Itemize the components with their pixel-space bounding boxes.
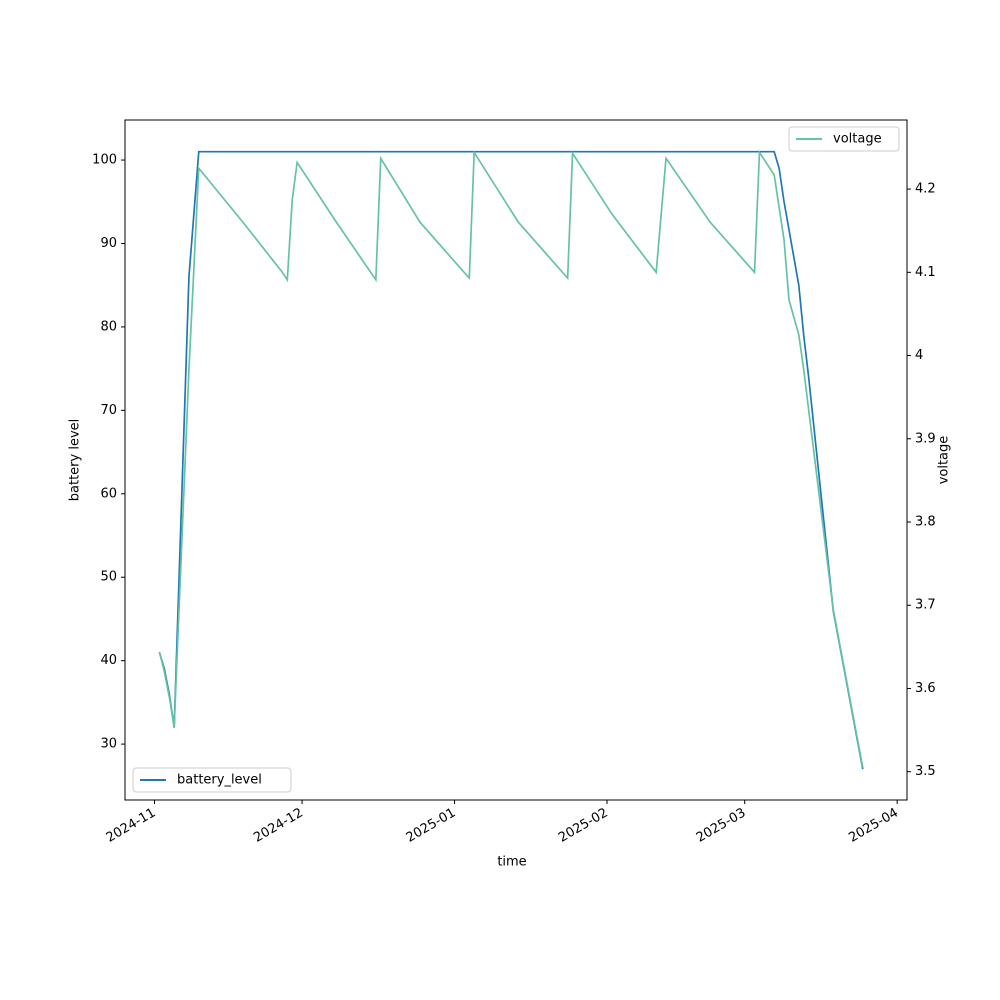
y-tick-label: 60	[100, 486, 117, 501]
legend-label: battery_level	[177, 773, 262, 788]
y-tick-label: 80	[100, 319, 117, 334]
y2-tick-label: 4.1	[915, 265, 936, 280]
x-tick-label: 2024-11	[104, 806, 159, 846]
x-tick-label: 2025-04	[846, 806, 901, 846]
x-tick-label: 2025-01	[404, 806, 459, 846]
y-tick-label: 90	[100, 236, 117, 251]
y-tick-label: 40	[100, 653, 117, 668]
y2-tick-label: 3.7	[915, 598, 936, 613]
y2-tick-label: 3.9	[915, 431, 936, 446]
y2-tick-label: 4	[915, 348, 923, 363]
x-tick-label: 2025-03	[694, 806, 749, 846]
plot-frame	[124, 119, 908, 801]
y2-tick-label: 3.6	[915, 681, 936, 696]
y-tick-label: 70	[100, 403, 117, 418]
y2-axis-label: voltage	[937, 436, 952, 485]
y-axis-label: battery level	[68, 419, 83, 502]
y2-tick-label: 4.2	[915, 182, 936, 197]
x-tick-label: 2024-12	[251, 806, 306, 846]
legend-box	[788, 126, 900, 152]
series-line	[158, 150, 864, 770]
y-tick-label: 30	[100, 737, 117, 752]
series-line	[158, 149, 864, 768]
y-tick-label: 100	[92, 153, 117, 168]
y-tick-label: 50	[100, 570, 117, 585]
x-tick-label: 2025-02	[556, 806, 611, 846]
y2-tick-label: 3.5	[915, 764, 936, 779]
legend-box	[132, 767, 292, 793]
x-axis-label: time	[497, 855, 526, 870]
y2-tick-label: 3.8	[915, 515, 936, 530]
legend-label: voltage	[833, 132, 882, 147]
